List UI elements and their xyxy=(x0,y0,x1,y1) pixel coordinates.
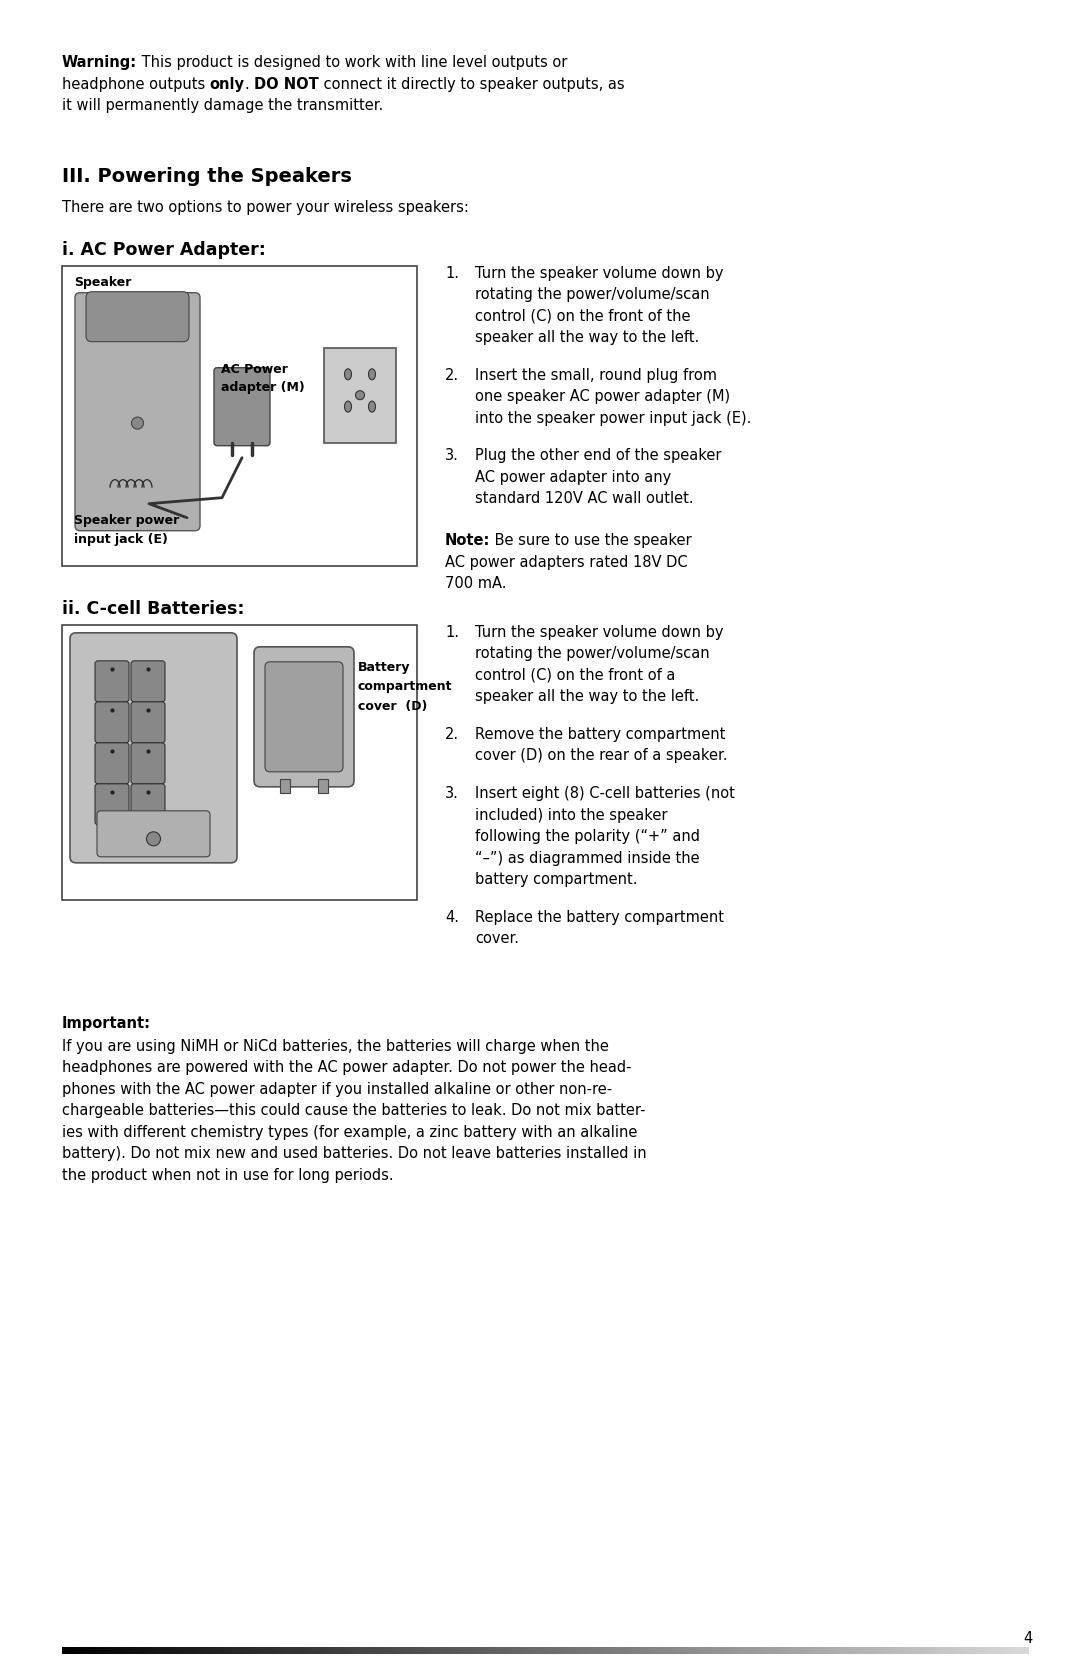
Text: into the speaker power input jack (E).: into the speaker power input jack (E). xyxy=(475,411,752,426)
Text: There are two options to power your wireless speakers:: There are two options to power your wire… xyxy=(62,200,469,215)
FancyBboxPatch shape xyxy=(95,703,129,743)
Text: i. AC Power Adapter:: i. AC Power Adapter: xyxy=(62,240,266,259)
Text: Important:: Important: xyxy=(62,1016,151,1031)
FancyBboxPatch shape xyxy=(95,743,129,784)
Text: cover (D) on the rear of a speaker.: cover (D) on the rear of a speaker. xyxy=(475,748,728,763)
Text: cover.: cover. xyxy=(475,931,519,946)
FancyBboxPatch shape xyxy=(70,633,237,863)
Text: connect it directly to speaker outputs, as: connect it directly to speaker outputs, … xyxy=(319,77,624,92)
Text: ii. C-cell Batteries:: ii. C-cell Batteries: xyxy=(62,601,244,618)
Text: 2.: 2. xyxy=(445,728,459,743)
Ellipse shape xyxy=(132,417,144,429)
Text: headphone outputs: headphone outputs xyxy=(62,77,210,92)
Bar xyxy=(319,779,328,793)
Ellipse shape xyxy=(355,391,365,399)
Text: speaker all the way to the left.: speaker all the way to the left. xyxy=(475,330,699,345)
FancyBboxPatch shape xyxy=(131,703,165,743)
Text: rotating the power/volume/scan: rotating the power/volume/scan xyxy=(475,287,710,302)
Text: following the polarity (“+” and: following the polarity (“+” and xyxy=(475,829,700,845)
Text: 3.: 3. xyxy=(445,449,459,464)
Text: Warning:: Warning: xyxy=(62,55,137,70)
Text: headphones are powered with the AC power adapter. Do not power the head-: headphones are powered with the AC power… xyxy=(62,1060,632,1075)
Text: speaker all the way to the left.: speaker all the way to the left. xyxy=(475,689,699,704)
Text: 4: 4 xyxy=(1024,1631,1032,1646)
Text: rotating the power/volume/scan: rotating the power/volume/scan xyxy=(475,646,710,661)
Bar xyxy=(62,265,417,566)
Text: AC power adapters rated 18V DC: AC power adapters rated 18V DC xyxy=(445,554,688,569)
Text: control (C) on the front of a: control (C) on the front of a xyxy=(475,668,675,683)
FancyBboxPatch shape xyxy=(131,784,165,824)
FancyBboxPatch shape xyxy=(131,743,165,784)
Text: Insert the small, round plug from: Insert the small, round plug from xyxy=(475,367,717,382)
Text: III. Powering the Speakers: III. Powering the Speakers xyxy=(62,167,352,185)
Text: This product is designed to work with line level outputs or: This product is designed to work with li… xyxy=(137,55,567,70)
Text: phones with the AC power adapter if you installed alkaline or other non-re-: phones with the AC power adapter if you … xyxy=(62,1082,612,1097)
Text: 1.: 1. xyxy=(445,265,459,280)
FancyBboxPatch shape xyxy=(265,663,343,771)
FancyBboxPatch shape xyxy=(214,367,270,446)
Text: 2.: 2. xyxy=(445,367,459,382)
Text: ies with different chemistry types (for example, a zinc battery with an alkaline: ies with different chemistry types (for … xyxy=(62,1125,637,1140)
Text: 700 mA.: 700 mA. xyxy=(445,576,507,591)
Text: one speaker AC power adapter (M): one speaker AC power adapter (M) xyxy=(475,389,730,404)
FancyBboxPatch shape xyxy=(86,292,189,342)
Text: Plug the other end of the speaker: Plug the other end of the speaker xyxy=(475,449,721,464)
Text: AC power adapter into any: AC power adapter into any xyxy=(475,471,672,486)
Text: Note:: Note: xyxy=(445,534,490,549)
Text: Remove the battery compartment: Remove the battery compartment xyxy=(475,728,726,743)
FancyBboxPatch shape xyxy=(131,661,165,703)
FancyBboxPatch shape xyxy=(95,784,129,824)
Ellipse shape xyxy=(368,369,376,381)
Text: Battery: Battery xyxy=(357,661,410,674)
Text: control (C) on the front of the: control (C) on the front of the xyxy=(475,309,690,324)
Text: adapter (M): adapter (M) xyxy=(221,381,305,394)
Text: .: . xyxy=(245,77,254,92)
Text: Speaker: Speaker xyxy=(75,275,132,289)
Text: 4.: 4. xyxy=(445,910,459,925)
Bar xyxy=(324,347,396,442)
Text: input jack (E): input jack (E) xyxy=(75,532,167,546)
Ellipse shape xyxy=(147,831,161,846)
Text: Speaker power: Speaker power xyxy=(75,514,179,527)
Text: If you are using NiMH or NiCd batteries, the batteries will charge when the: If you are using NiMH or NiCd batteries,… xyxy=(62,1038,609,1053)
Text: “–”) as diagrammed inside the: “–”) as diagrammed inside the xyxy=(475,851,700,866)
Ellipse shape xyxy=(345,401,351,412)
Text: chargeable batteries—this could cause the batteries to leak. Do not mix batter-: chargeable batteries—this could cause th… xyxy=(62,1103,646,1118)
Text: 3.: 3. xyxy=(445,786,459,801)
Text: standard 120V AC wall outlet.: standard 120V AC wall outlet. xyxy=(475,491,693,506)
Text: battery compartment.: battery compartment. xyxy=(475,873,637,888)
Text: Insert eight (8) C-cell batteries (not: Insert eight (8) C-cell batteries (not xyxy=(475,786,734,801)
Text: Be sure to use the speaker: Be sure to use the speaker xyxy=(490,534,692,549)
Text: AC Power: AC Power xyxy=(221,362,288,376)
Text: the product when not in use for long periods.: the product when not in use for long per… xyxy=(62,1168,393,1183)
Text: included) into the speaker: included) into the speaker xyxy=(475,808,667,823)
Text: cover  (D): cover (D) xyxy=(357,699,428,713)
FancyBboxPatch shape xyxy=(95,661,129,703)
Text: battery). Do not mix new and used batteries. Do not leave batteries installed in: battery). Do not mix new and used batter… xyxy=(62,1147,647,1162)
Text: only: only xyxy=(210,77,245,92)
Ellipse shape xyxy=(345,369,351,381)
Bar xyxy=(62,624,417,900)
Text: DO NOT: DO NOT xyxy=(254,77,319,92)
Bar xyxy=(280,779,289,793)
Ellipse shape xyxy=(368,401,376,412)
FancyBboxPatch shape xyxy=(97,811,210,856)
FancyBboxPatch shape xyxy=(254,648,354,786)
Text: compartment: compartment xyxy=(357,681,453,693)
Text: Turn the speaker volume down by: Turn the speaker volume down by xyxy=(475,624,724,639)
Text: Turn the speaker volume down by: Turn the speaker volume down by xyxy=(475,265,724,280)
Text: 1.: 1. xyxy=(445,624,459,639)
Text: it will permanently damage the transmitter.: it will permanently damage the transmitt… xyxy=(62,98,383,113)
FancyBboxPatch shape xyxy=(75,292,200,531)
Text: Replace the battery compartment: Replace the battery compartment xyxy=(475,910,724,925)
